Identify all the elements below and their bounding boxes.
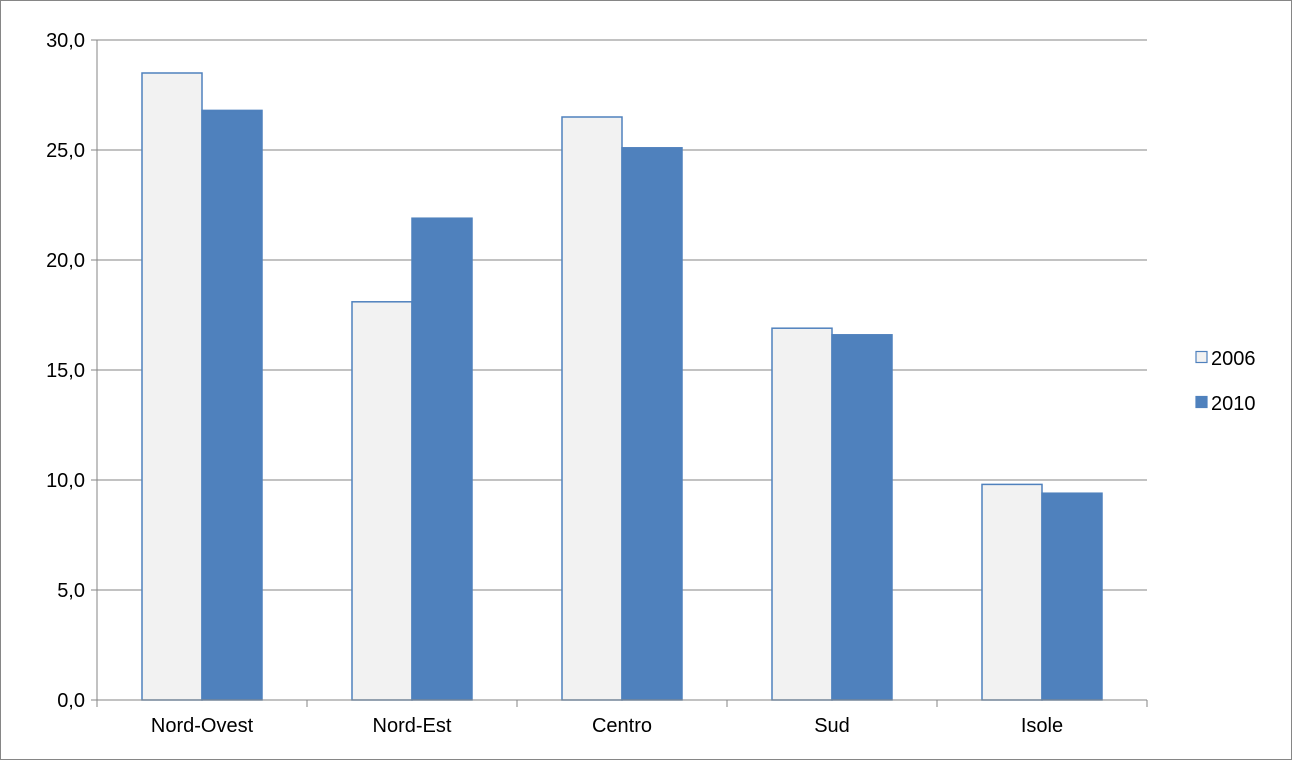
bar-2006-sud xyxy=(771,327,833,701)
bar-2010-centro xyxy=(621,147,683,701)
y-tick-label: 10,0 xyxy=(46,470,85,492)
y-tick-label: 20,0 xyxy=(46,250,85,272)
y-tick-label: 30,0 xyxy=(46,30,85,52)
y-tick-label: 15,0 xyxy=(46,360,85,382)
x-tick-label: Sud xyxy=(814,715,850,737)
legend-label-2006: 2006 xyxy=(1211,348,1256,370)
bar-2010-nord-est xyxy=(411,217,473,701)
x-tick-label: Isole xyxy=(1021,715,1063,737)
bars xyxy=(141,72,1103,701)
x-tick-label: Nord-Ovest xyxy=(151,715,254,737)
bar-2010-nord-ovest xyxy=(201,109,263,701)
bar-2006-centro xyxy=(561,116,623,701)
legend-swatch-2006 xyxy=(1195,350,1208,364)
bar-2006-nord-ovest xyxy=(141,72,203,701)
bar-2010-isole xyxy=(1041,492,1103,701)
legend-label-2010: 2010 xyxy=(1211,393,1256,415)
y-tick-label: 5,0 xyxy=(57,580,85,602)
bar-2006-isole xyxy=(981,483,1043,701)
legend-swatch-2010 xyxy=(1195,395,1208,409)
legend: 2006 2010 xyxy=(1195,348,1256,415)
x-tick-label: Centro xyxy=(592,715,652,737)
axes: 0,0 5,0 10,0 15,0 20,0 25,0 30,0 Nord-Ovest Nord… xyxy=(46,30,1148,737)
y-tick-label: 0,0 xyxy=(57,690,85,712)
y-tick-label: 25,0 xyxy=(46,140,85,162)
bar-2010-sud xyxy=(831,334,893,701)
x-tick-label: Nord-Est xyxy=(373,715,452,737)
bar-2006-nord-est xyxy=(351,301,413,701)
